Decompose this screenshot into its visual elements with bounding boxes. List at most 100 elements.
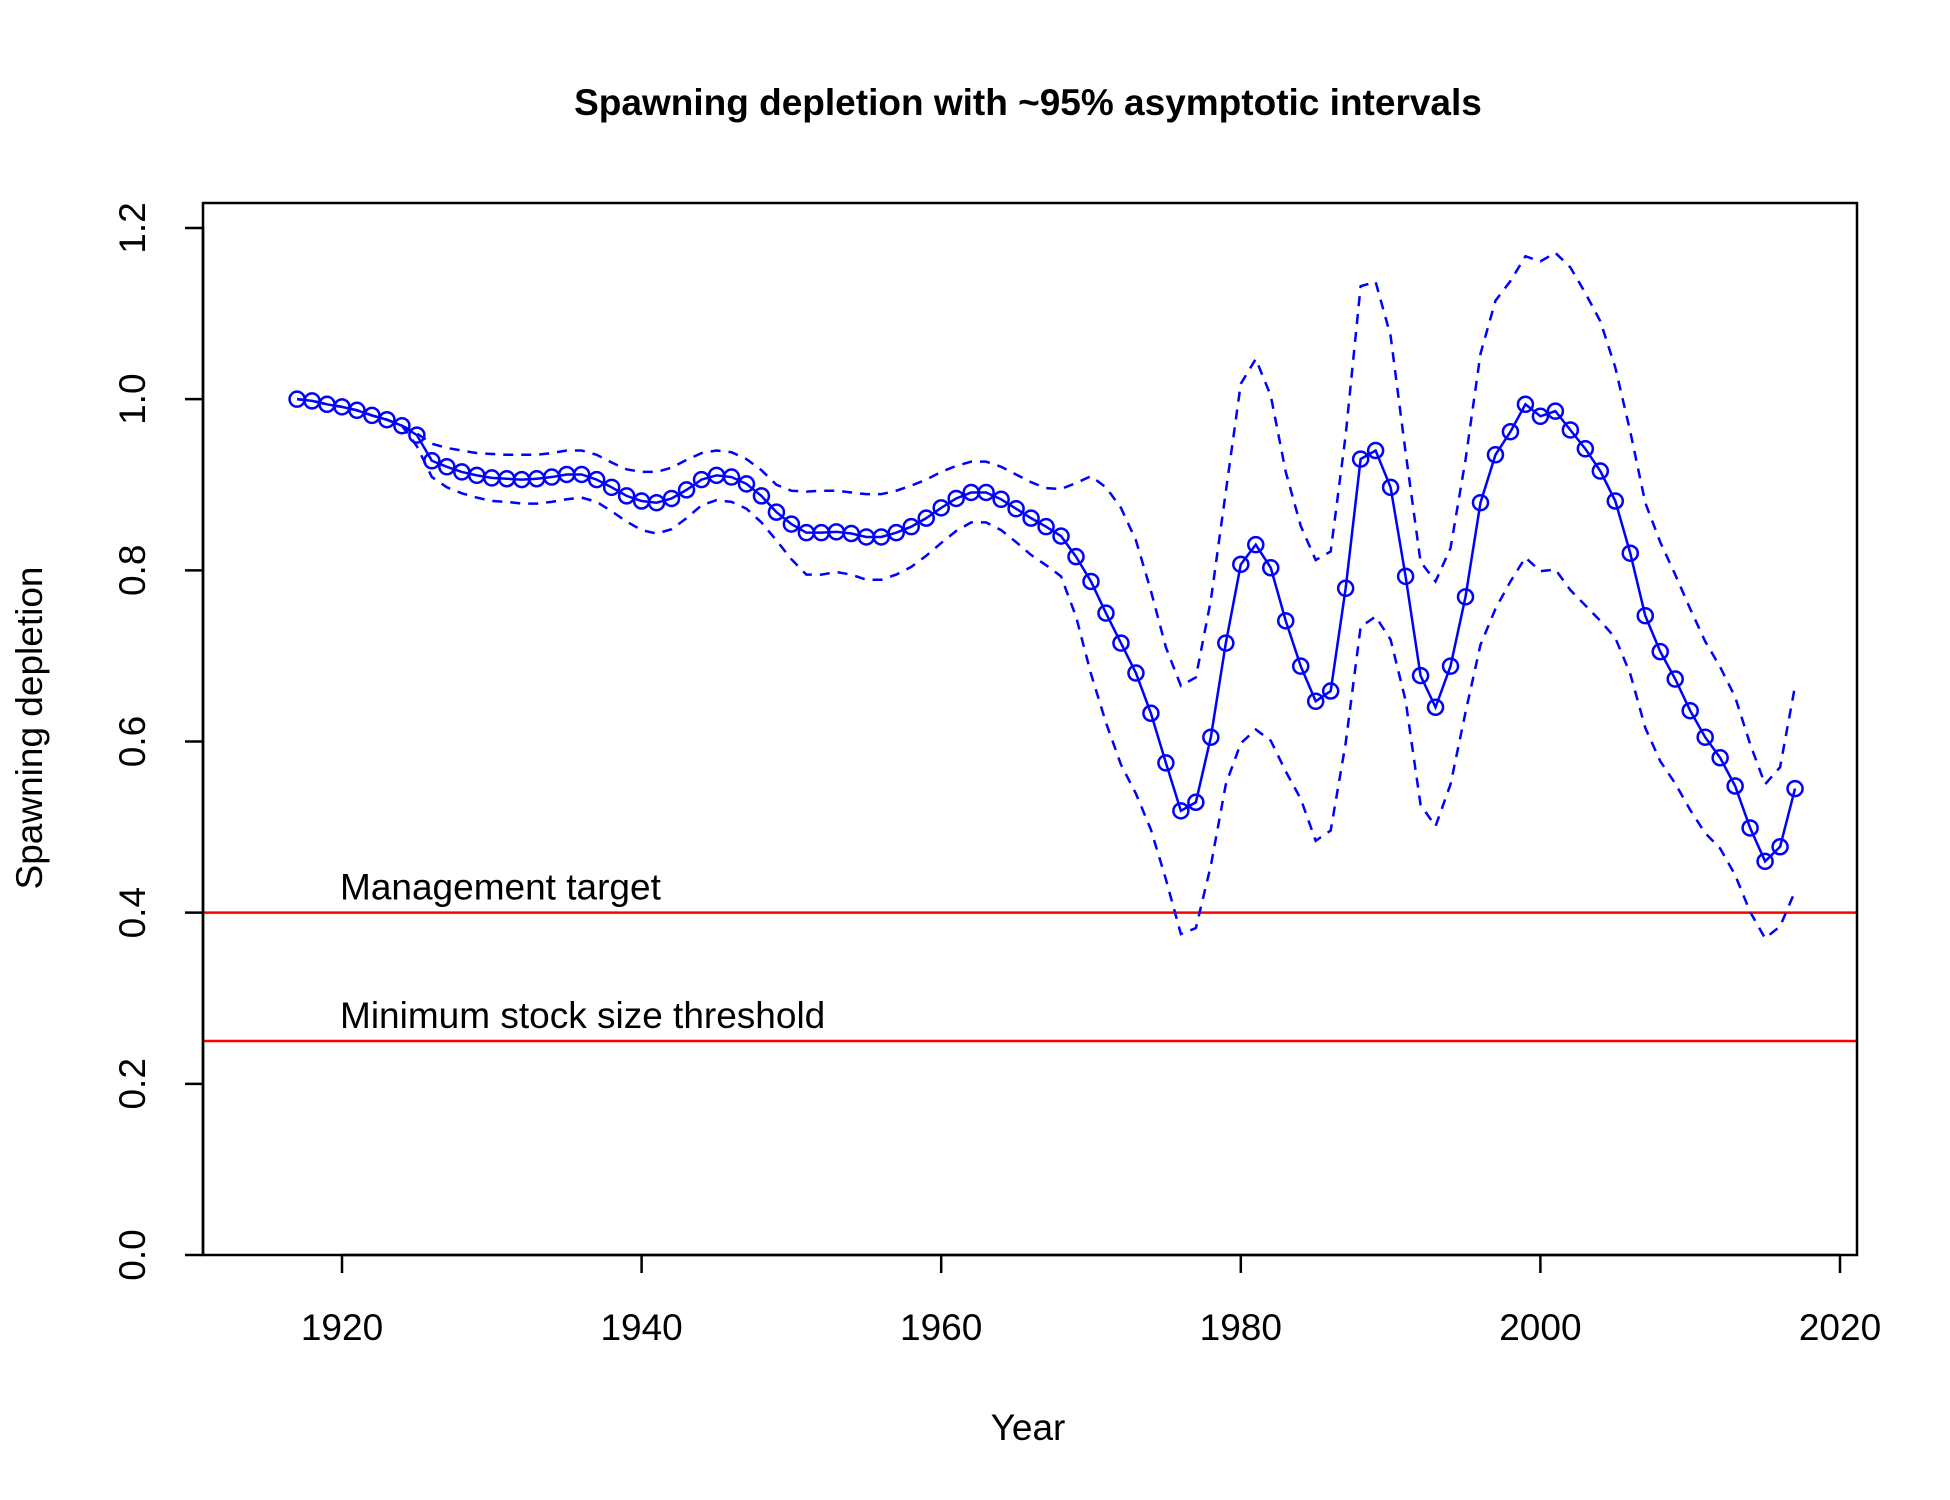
reference-label-1: Management target — [340, 867, 662, 908]
data-point — [1636, 606, 1655, 625]
data-point — [1381, 478, 1400, 497]
y-tick-label: 0.4 — [112, 887, 153, 938]
data-point — [1681, 701, 1699, 720]
y-tick-label: 1.0 — [112, 373, 153, 424]
data-point — [1187, 793, 1205, 812]
data-point — [1262, 559, 1280, 577]
data-point — [1276, 612, 1295, 630]
data-point — [1426, 698, 1445, 717]
data-point — [1726, 777, 1744, 795]
data-point — [1456, 588, 1475, 606]
data-point — [1351, 450, 1370, 468]
series-line-estimate — [296, 397, 1797, 864]
data-point — [737, 475, 756, 493]
data-point — [348, 401, 366, 420]
reference-label-2: Minimum stock size threshold — [340, 995, 825, 1036]
data-point — [1247, 535, 1265, 554]
data-point — [1157, 754, 1175, 772]
data-point — [1531, 407, 1550, 426]
data-point — [1696, 728, 1714, 746]
data-point — [1621, 544, 1640, 562]
data-point — [423, 452, 441, 470]
series-line-lower-95 — [296, 397, 1797, 941]
data-point — [722, 468, 741, 486]
y-tick-label: 1.2 — [112, 202, 153, 253]
estimate-points — [288, 390, 1804, 871]
axes: 1920 1940 1960 1980 2000 2020 0.0 0.2 0.4 0.6 0.8 1… — [112, 201, 1881, 1348]
data-point — [1007, 499, 1025, 518]
data-point — [1741, 819, 1759, 837]
plot-frame — [201, 201, 1859, 1257]
data-point — [572, 465, 591, 484]
data-point — [1127, 664, 1145, 682]
data-point — [1606, 492, 1625, 510]
data-point — [887, 523, 906, 542]
x-tick-label: 1960 — [900, 1307, 982, 1348]
data-point — [677, 481, 696, 499]
data-point — [977, 483, 995, 502]
y-tick-label: 0.0 — [112, 1229, 153, 1280]
data-point — [902, 517, 920, 536]
chart-title: Spawning depletion with ~95% asymptotic … — [574, 82, 1482, 123]
data-point — [1786, 779, 1804, 798]
data-point — [752, 487, 771, 505]
data-point — [1217, 634, 1235, 652]
plot-area: Management target Minimum stock size thre… — [203, 251, 1857, 1043]
x-axis-label: Year — [991, 1407, 1066, 1448]
data-point — [602, 478, 621, 497]
data-point — [917, 509, 935, 527]
data-point — [617, 487, 636, 505]
data-point — [1576, 440, 1595, 458]
y-tick-label: 0.2 — [112, 1058, 153, 1109]
data-point — [1561, 421, 1580, 439]
data-point — [1486, 446, 1505, 464]
data-point — [1591, 462, 1610, 480]
data-point — [1651, 642, 1669, 661]
data-point — [782, 515, 801, 533]
data-point — [1441, 657, 1460, 675]
data-point — [662, 489, 681, 508]
data-point — [378, 410, 396, 429]
y-tick-label: 0.6 — [112, 716, 153, 767]
data-point — [1202, 728, 1220, 746]
data-point — [1546, 402, 1565, 420]
data-point — [1516, 395, 1535, 414]
data-point — [992, 490, 1010, 509]
data-point — [1232, 555, 1250, 574]
x-tick-label: 1940 — [600, 1307, 682, 1348]
data-point — [1082, 572, 1100, 591]
y-tick-label: 0.8 — [112, 545, 153, 596]
data-point — [1067, 547, 1085, 566]
data-point — [438, 458, 456, 476]
data-point — [932, 499, 950, 517]
data-point — [1501, 422, 1520, 441]
data-point — [1037, 517, 1055, 536]
data-point — [1142, 704, 1160, 723]
data-point — [393, 416, 411, 435]
data-point — [408, 426, 426, 444]
data-point — [1112, 634, 1130, 652]
data-point — [1306, 692, 1325, 711]
data-point — [767, 503, 786, 521]
data-point — [1411, 666, 1430, 685]
data-point — [1321, 682, 1340, 700]
x-tick-label: 1920 — [301, 1307, 383, 1348]
x-tick-label: 2000 — [1499, 1307, 1581, 1348]
data-point — [1396, 567, 1415, 586]
y-axis-label: Spawning depletion — [9, 567, 50, 890]
data-point — [1172, 802, 1190, 820]
data-point — [1097, 604, 1115, 622]
data-point — [1666, 670, 1684, 688]
data-point — [587, 470, 606, 489]
x-tick-label: 1980 — [1200, 1307, 1282, 1348]
series-line-upper-95 — [296, 251, 1797, 787]
data-point — [1711, 749, 1729, 767]
x-tick-label: 2020 — [1799, 1307, 1881, 1348]
data-point — [1366, 441, 1385, 460]
data-point — [1336, 579, 1355, 598]
data-point — [1022, 509, 1040, 527]
data-point — [1291, 657, 1310, 675]
data-point — [1471, 493, 1490, 512]
data-point — [1756, 852, 1774, 871]
